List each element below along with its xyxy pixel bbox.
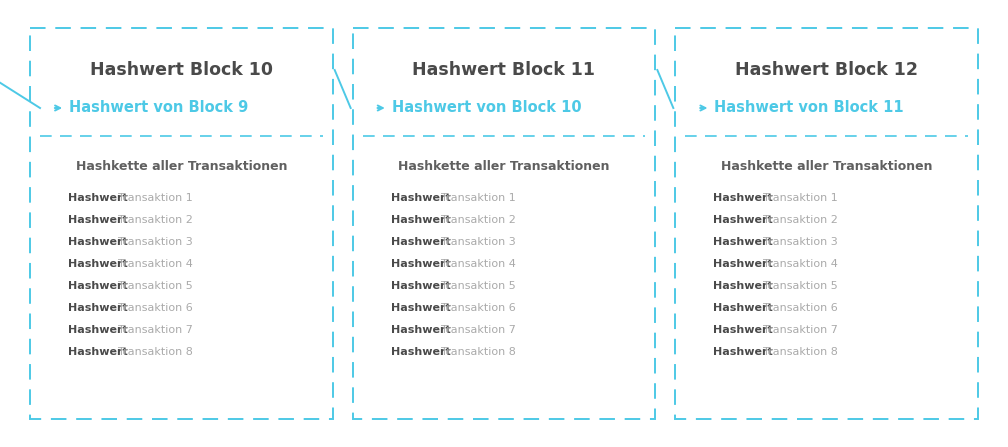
Text: Hashwert: Hashwert	[68, 281, 128, 291]
Text: Transaktion 1: Transaktion 1	[440, 193, 515, 203]
Text: Hashwert von Block 9: Hashwert von Block 9	[69, 101, 248, 115]
Text: Hashwert: Hashwert	[714, 259, 773, 269]
Text: Transaktion 2: Transaktion 2	[440, 215, 515, 225]
Text: Transaktion 1: Transaktion 1	[118, 193, 193, 203]
Text: Transaktion 3: Transaktion 3	[440, 237, 515, 247]
Text: Transaktion 2: Transaktion 2	[118, 215, 193, 225]
Text: Hashkette aller Transaktionen: Hashkette aller Transaktionen	[76, 160, 287, 173]
Text: Transaktion 5: Transaktion 5	[118, 281, 193, 291]
Text: Hashwert Block 10: Hashwert Block 10	[90, 61, 273, 79]
Text: Hashwert Block 12: Hashwert Block 12	[735, 61, 918, 79]
Text: Hashwert: Hashwert	[714, 237, 773, 247]
Text: Hashwert: Hashwert	[68, 303, 128, 313]
Text: Transaktion 2: Transaktion 2	[763, 215, 839, 225]
Text: Hashwert: Hashwert	[714, 193, 773, 203]
Text: Transaktion 8: Transaktion 8	[763, 347, 839, 357]
Text: Hashwert: Hashwert	[714, 303, 773, 313]
Text: Transaktion 6: Transaktion 6	[763, 303, 838, 313]
Text: Hashwert: Hashwert	[391, 237, 451, 247]
Text: Hashwert Block 11: Hashwert Block 11	[412, 61, 596, 79]
Text: Hashkette aller Transaktionen: Hashkette aller Transaktionen	[721, 160, 932, 173]
Text: Transaktion 7: Transaktion 7	[440, 325, 515, 335]
Text: Hashwert: Hashwert	[391, 347, 451, 357]
Text: Transaktion 4: Transaktion 4	[118, 259, 193, 269]
Text: Hashwert von Block 11: Hashwert von Block 11	[715, 101, 904, 115]
Text: Hashwert: Hashwert	[68, 259, 128, 269]
Text: Hashwert: Hashwert	[391, 215, 451, 225]
Text: Hashwert: Hashwert	[391, 259, 451, 269]
Text: Hashwert von Block 10: Hashwert von Block 10	[392, 101, 582, 115]
Text: Hashwert: Hashwert	[68, 237, 128, 247]
Text: Transaktion 3: Transaktion 3	[763, 237, 838, 247]
Text: Transaktion 4: Transaktion 4	[440, 259, 515, 269]
Text: Hashwert: Hashwert	[714, 325, 773, 335]
Text: Transaktion 5: Transaktion 5	[440, 281, 515, 291]
Text: Transaktion 6: Transaktion 6	[440, 303, 515, 313]
Text: Hashwert: Hashwert	[714, 347, 773, 357]
Text: Transaktion 8: Transaktion 8	[118, 347, 193, 357]
Text: Transaktion 4: Transaktion 4	[763, 259, 839, 269]
Text: Hashwert: Hashwert	[68, 193, 128, 203]
Text: Hashwert: Hashwert	[391, 281, 451, 291]
Text: Transaktion 5: Transaktion 5	[763, 281, 838, 291]
Text: Hashwert: Hashwert	[68, 325, 128, 335]
Text: Hashwert: Hashwert	[68, 347, 128, 357]
Text: Hashkette aller Transaktionen: Hashkette aller Transaktionen	[398, 160, 610, 173]
Text: Transaktion 8: Transaktion 8	[440, 347, 515, 357]
Text: Hashwert: Hashwert	[714, 215, 773, 225]
Text: Transaktion 7: Transaktion 7	[763, 325, 839, 335]
Text: Hashwert: Hashwert	[391, 303, 451, 313]
Text: Hashwert: Hashwert	[391, 325, 451, 335]
Text: Hashwert: Hashwert	[714, 281, 773, 291]
Text: Hashwert: Hashwert	[391, 193, 451, 203]
Text: Transaktion 6: Transaktion 6	[118, 303, 193, 313]
Text: Transaktion 1: Transaktion 1	[763, 193, 838, 203]
Text: Transaktion 3: Transaktion 3	[118, 237, 193, 247]
Text: Hashwert: Hashwert	[68, 215, 128, 225]
Text: Transaktion 7: Transaktion 7	[118, 325, 193, 335]
